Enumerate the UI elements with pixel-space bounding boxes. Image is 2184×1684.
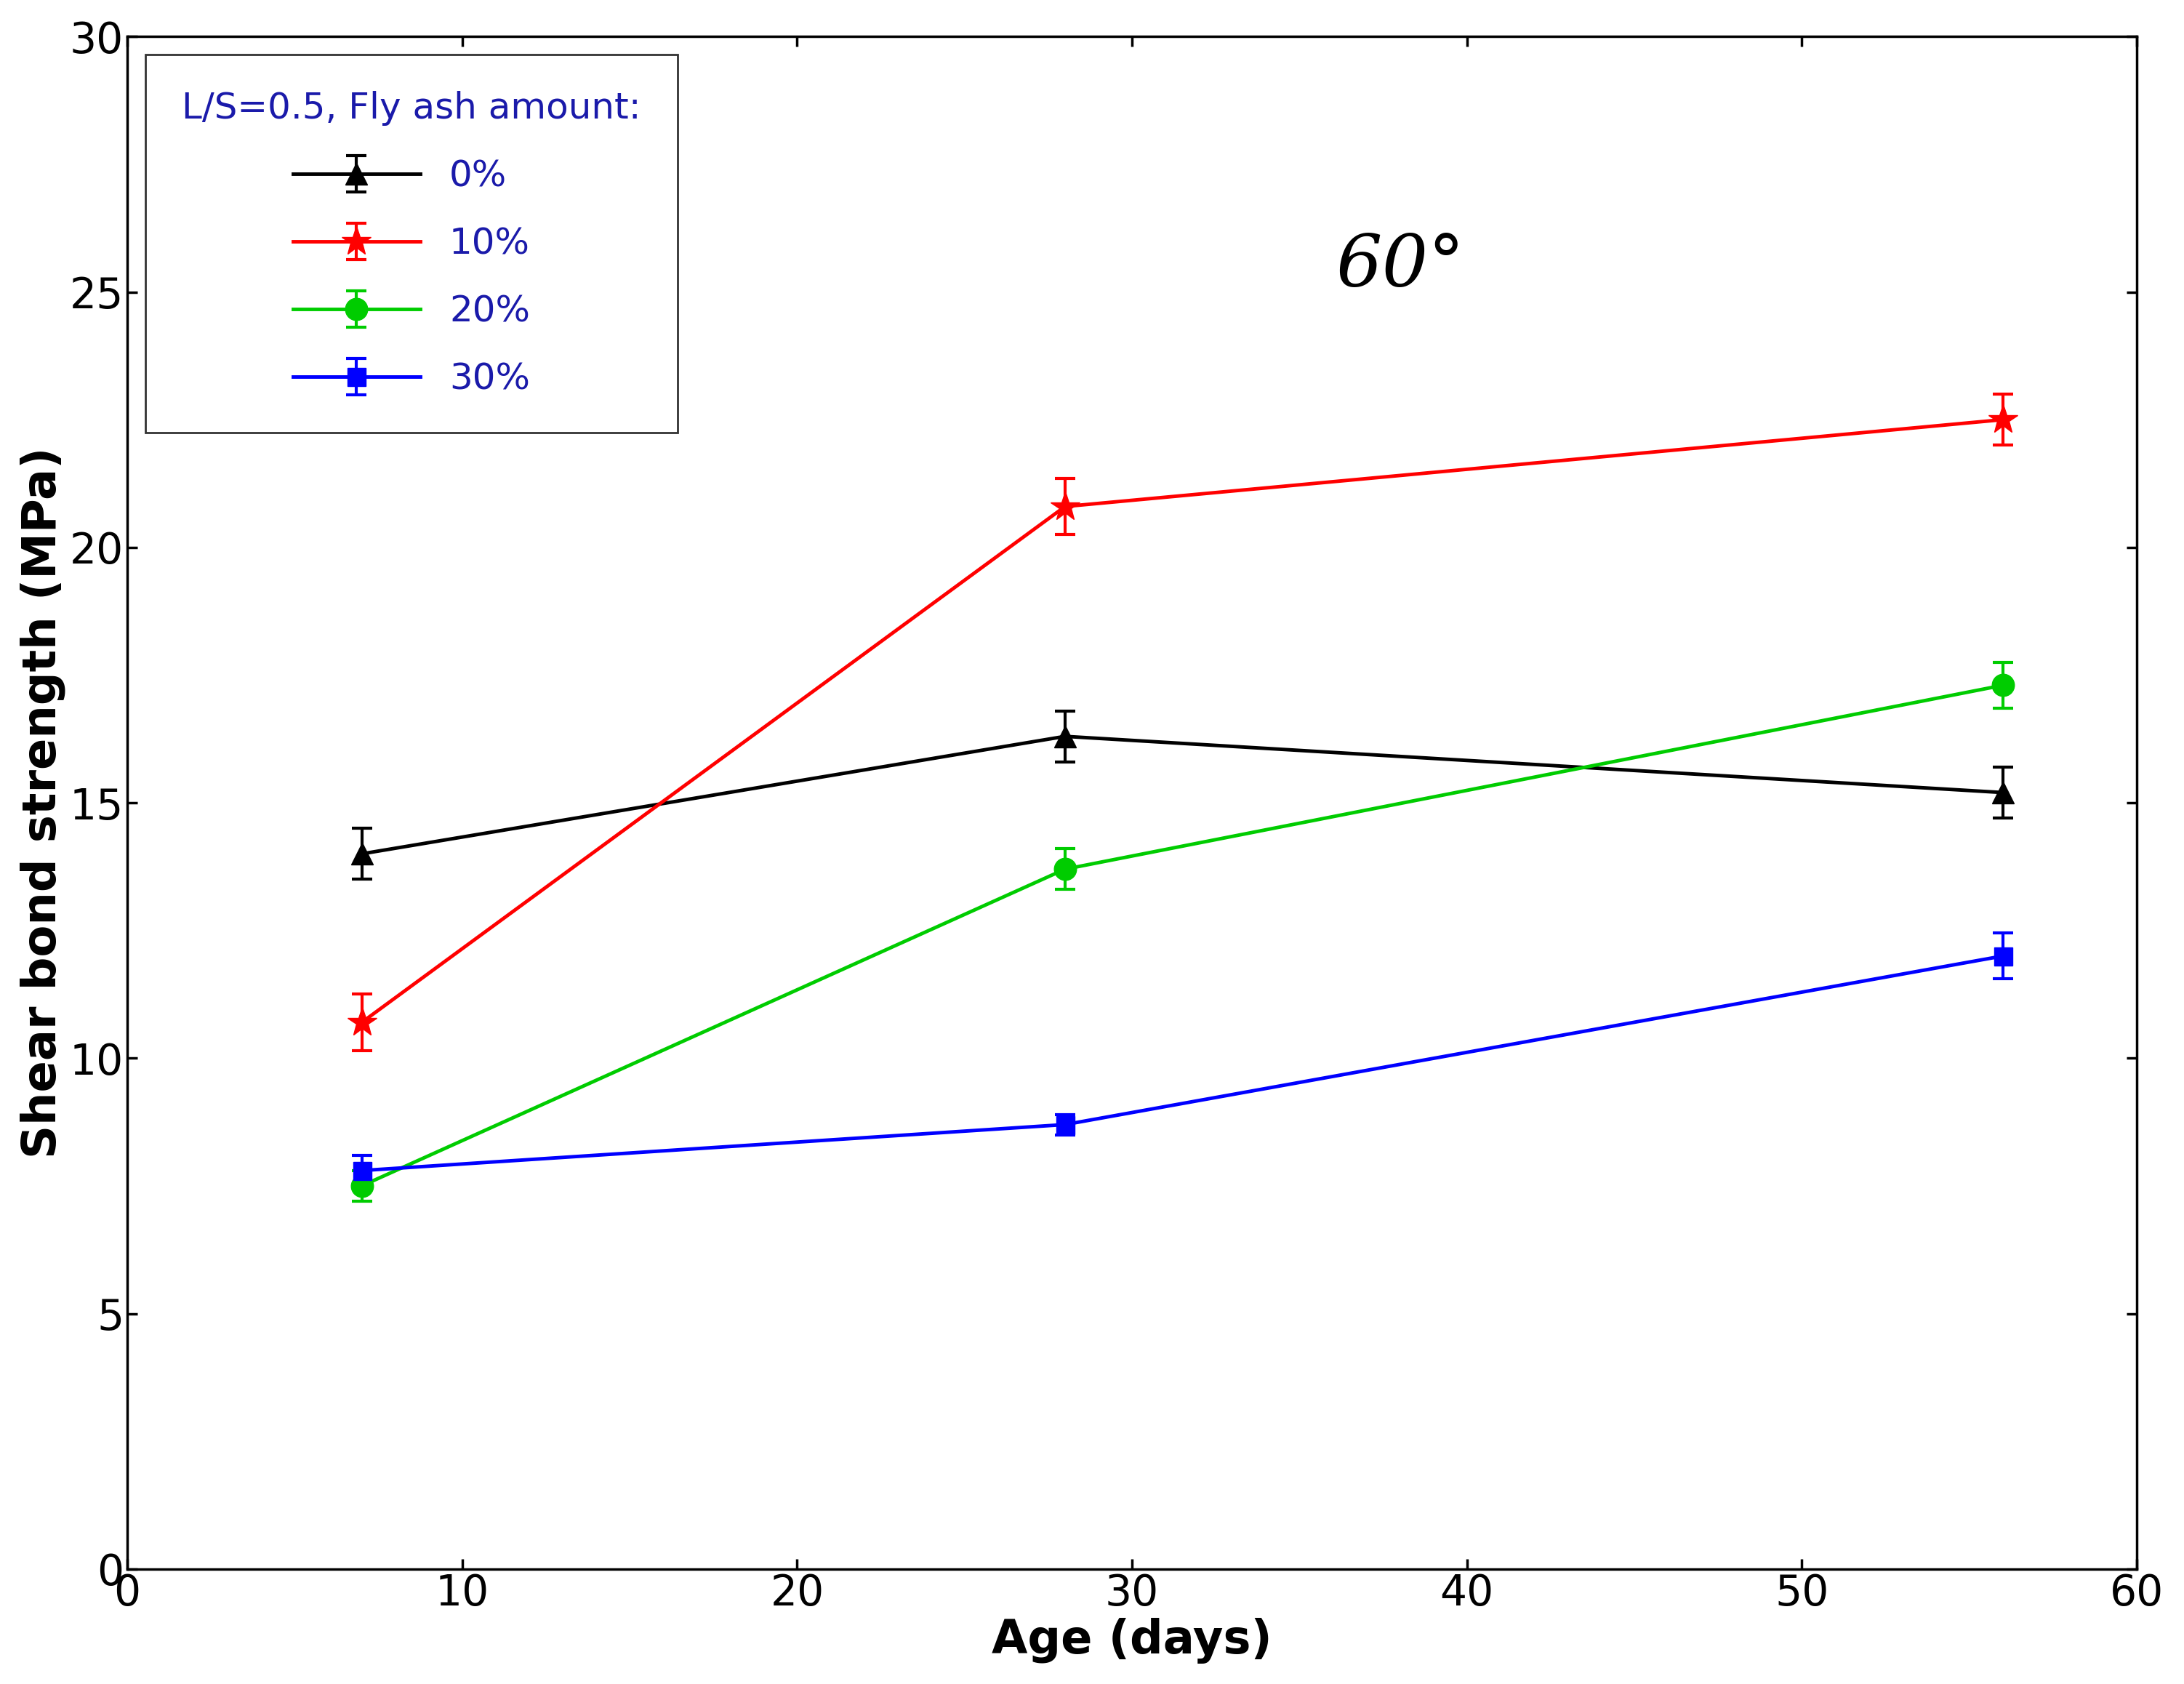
Y-axis label: Shear bond strength (MPa): Shear bond strength (MPa)	[20, 446, 66, 1159]
Legend: 0%, 10%, 20%, 30%: 0%, 10%, 20%, 30%	[146, 56, 677, 433]
Text: 60°: 60°	[1337, 232, 1465, 301]
X-axis label: Age (days): Age (days)	[992, 1618, 1273, 1664]
